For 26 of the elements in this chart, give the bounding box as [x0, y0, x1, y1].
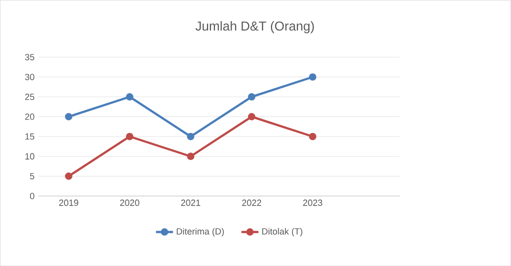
- point: [126, 93, 134, 100]
- x-tick-label: 2023: [303, 199, 322, 206]
- point: [308, 73, 316, 81]
- point: [308, 132, 316, 140]
- legend-label: Ditolak (T): [262, 228, 302, 236]
- chart-title: Jumlah D&T (Orang): [196, 21, 314, 34]
- y-tick-label: 35: [25, 54, 34, 60]
- point: [126, 132, 134, 140]
- point: [186, 152, 194, 160]
- y-tick-label: 10: [25, 153, 34, 160]
- point: [186, 132, 194, 140]
- y-tick-label: 15: [25, 133, 34, 140]
- point: [64, 112, 72, 120]
- point: [64, 172, 72, 180]
- y-tick-label: 0: [30, 192, 34, 200]
- y-tick-label: 5: [30, 172, 34, 180]
- y-tick-label: 20: [25, 113, 34, 120]
- point: [248, 112, 256, 120]
- point: [248, 93, 256, 100]
- y-tick-label: 30: [25, 74, 34, 80]
- x-tick-label: 2019: [59, 199, 78, 206]
- x-tick-label: 2022: [242, 199, 262, 206]
- x-tick-label: 2021: [181, 199, 200, 206]
- x-tick-label: 2020: [120, 199, 140, 206]
- legend-label: Diterima (D): [176, 228, 224, 236]
- y-tick-label: 25: [25, 94, 34, 100]
